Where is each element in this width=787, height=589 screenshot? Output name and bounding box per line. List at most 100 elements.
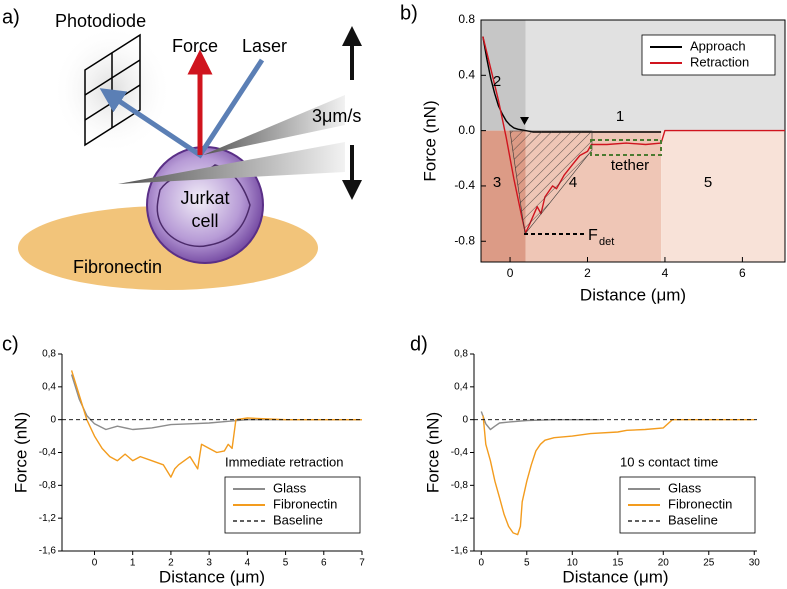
region-label: 1	[616, 108, 624, 125]
y-tick-label: 0,8	[42, 349, 56, 360]
legend-label: Glass	[273, 480, 307, 495]
data-line	[70, 374, 362, 431]
x-tick-label: 4	[245, 558, 251, 569]
panel-label: b)	[400, 2, 418, 24]
cantilever	[203, 95, 345, 155]
panel-label: a)	[2, 6, 20, 28]
x-tick-label: 5	[283, 558, 289, 569]
y-axis-title: Force (nN)	[420, 100, 439, 181]
x-tick-label: 15	[612, 558, 624, 569]
contact-marker	[520, 117, 529, 125]
legend-title: 10 s contact time	[620, 454, 718, 469]
diagram: a) Photodiode Force Laser 3μm/s Jurkat c…	[2, 6, 362, 290]
y-tick-label: 0,8	[454, 349, 468, 360]
legend-label: Retraction	[690, 54, 749, 69]
y-tick-label: -0.4	[454, 178, 475, 192]
x-tick-label: 0	[92, 558, 98, 569]
cantilever	[118, 142, 345, 184]
region-label: tether	[611, 157, 649, 174]
chart: 0,8 0,4 0 -0,4 -0,8 -1,2 -1,6 0 5 10 15 20 25 30 Dista…	[410, 333, 760, 586]
x-tick-label: 25	[703, 558, 715, 569]
axes: 0.8 0.4 0.0 -0.4 -0.8 0 2 4 6 Distance (μm) Force …	[420, 12, 786, 304]
data-line	[70, 370, 362, 478]
y-axis-title: Force (nN)	[423, 412, 442, 493]
label: 3μm/s	[312, 106, 361, 126]
x-axis-title: Distance (μm)	[159, 567, 265, 586]
axes: 0,8 0,4 0 -0,4 -0,8 -1,2 -1,6 0 5 10 15 20 25 30 Dista…	[423, 349, 760, 587]
work-area	[509, 130, 593, 235]
legend: Immediate retraction GlassFibronectinBase…	[224, 454, 361, 534]
y-tick-label: 0	[50, 414, 56, 425]
legend-label: Fibronectin	[273, 496, 337, 511]
y-tick-label: -1,6	[39, 546, 57, 557]
legend: 10 s contact time GlassFibronectinBaselin…	[619, 454, 756, 534]
fdet-subscript: det	[599, 236, 614, 248]
x-tick-label: 6	[739, 266, 746, 280]
shaded-region	[481, 20, 526, 131]
legend-box	[619, 476, 756, 534]
legend-label: Baseline	[668, 512, 718, 527]
x-tick-label: 5	[524, 558, 530, 569]
label: Force	[172, 36, 218, 56]
legend-title: Immediate retraction	[225, 454, 344, 469]
annotations: 1 2 3 4 5 tether F det	[493, 73, 712, 248]
label: Photodiode	[55, 11, 146, 31]
x-axis-title: Distance (μm)	[580, 285, 686, 304]
x-tick-label: 0	[478, 558, 484, 569]
label: cell	[191, 211, 218, 231]
legend-label: Glass	[668, 480, 702, 495]
y-tick-label: 0	[462, 414, 468, 425]
x-tick-label: 7	[359, 558, 365, 569]
y-tick-label: 0,4	[42, 381, 56, 392]
label: Laser	[242, 36, 287, 56]
y-tick-label: 0.0	[458, 123, 475, 137]
x-tick-label: 6	[321, 558, 327, 569]
y-tick-label: -0,8	[451, 480, 469, 491]
shaded-region	[661, 130, 785, 262]
y-tick-label: -0,4	[39, 447, 57, 458]
label: Jurkat	[180, 188, 229, 208]
x-tick-label: 4	[662, 266, 669, 280]
x-tick-label: 3	[206, 558, 212, 569]
tether-box	[590, 139, 662, 156]
y-tick-label: 0.4	[458, 67, 475, 81]
panel-label: c)	[2, 333, 19, 355]
data-line	[482, 36, 662, 133]
x-tick-label: 30	[749, 558, 761, 569]
axes: 0,8 0,4 0 -0,4 -0,8 -1,2 -1,6 0 1 2 3 4 5 6 7 Distance …	[11, 349, 365, 587]
x-tick-label: 1	[130, 558, 136, 569]
fdet-label: F	[588, 227, 598, 244]
x-axis-title: Distance (μm)	[562, 567, 668, 586]
region-label: 5	[704, 174, 712, 191]
legend-label: Fibronectin	[668, 496, 732, 511]
x-tick-label: 20	[658, 558, 670, 569]
y-tick-label: -0,8	[39, 480, 57, 491]
data-line	[482, 415, 755, 536]
chart: 0,8 0,4 0 -0,4 -0,8 -1,2 -1,6 0 1 2 3 4 5 6 7 Distance …	[2, 333, 365, 586]
region-label: 4	[569, 174, 577, 191]
y-tick-label: -1,2	[39, 513, 57, 524]
y-tick-label: -0,4	[451, 447, 469, 458]
y-tick-label: 0,4	[454, 381, 468, 392]
x-tick-label: 2	[168, 558, 174, 569]
region-label: 3	[493, 174, 501, 191]
chart: 0.8 0.4 0.0 -0.4 -0.8 0 2 4 6 Distance (μm) Force …	[400, 2, 786, 304]
data-line	[480, 411, 600, 431]
x-tick-label: 0	[507, 266, 514, 280]
y-tick-label: -1,6	[451, 546, 469, 557]
label: Fibronectin	[73, 257, 162, 277]
y-tick-label: -1,2	[451, 513, 469, 524]
y-axis-title: Force (nN)	[11, 412, 30, 493]
region-label: 2	[493, 73, 501, 90]
legend-box	[641, 34, 776, 76]
x-tick-label: 10	[567, 558, 579, 569]
legend-label: Approach	[690, 38, 746, 53]
x-tick-label: 2	[584, 266, 591, 280]
y-tick-label: 0.8	[458, 12, 475, 26]
panel-label: d)	[410, 333, 428, 355]
legend-label: Baseline	[273, 512, 323, 527]
y-tick-label: -0.8	[454, 233, 475, 247]
